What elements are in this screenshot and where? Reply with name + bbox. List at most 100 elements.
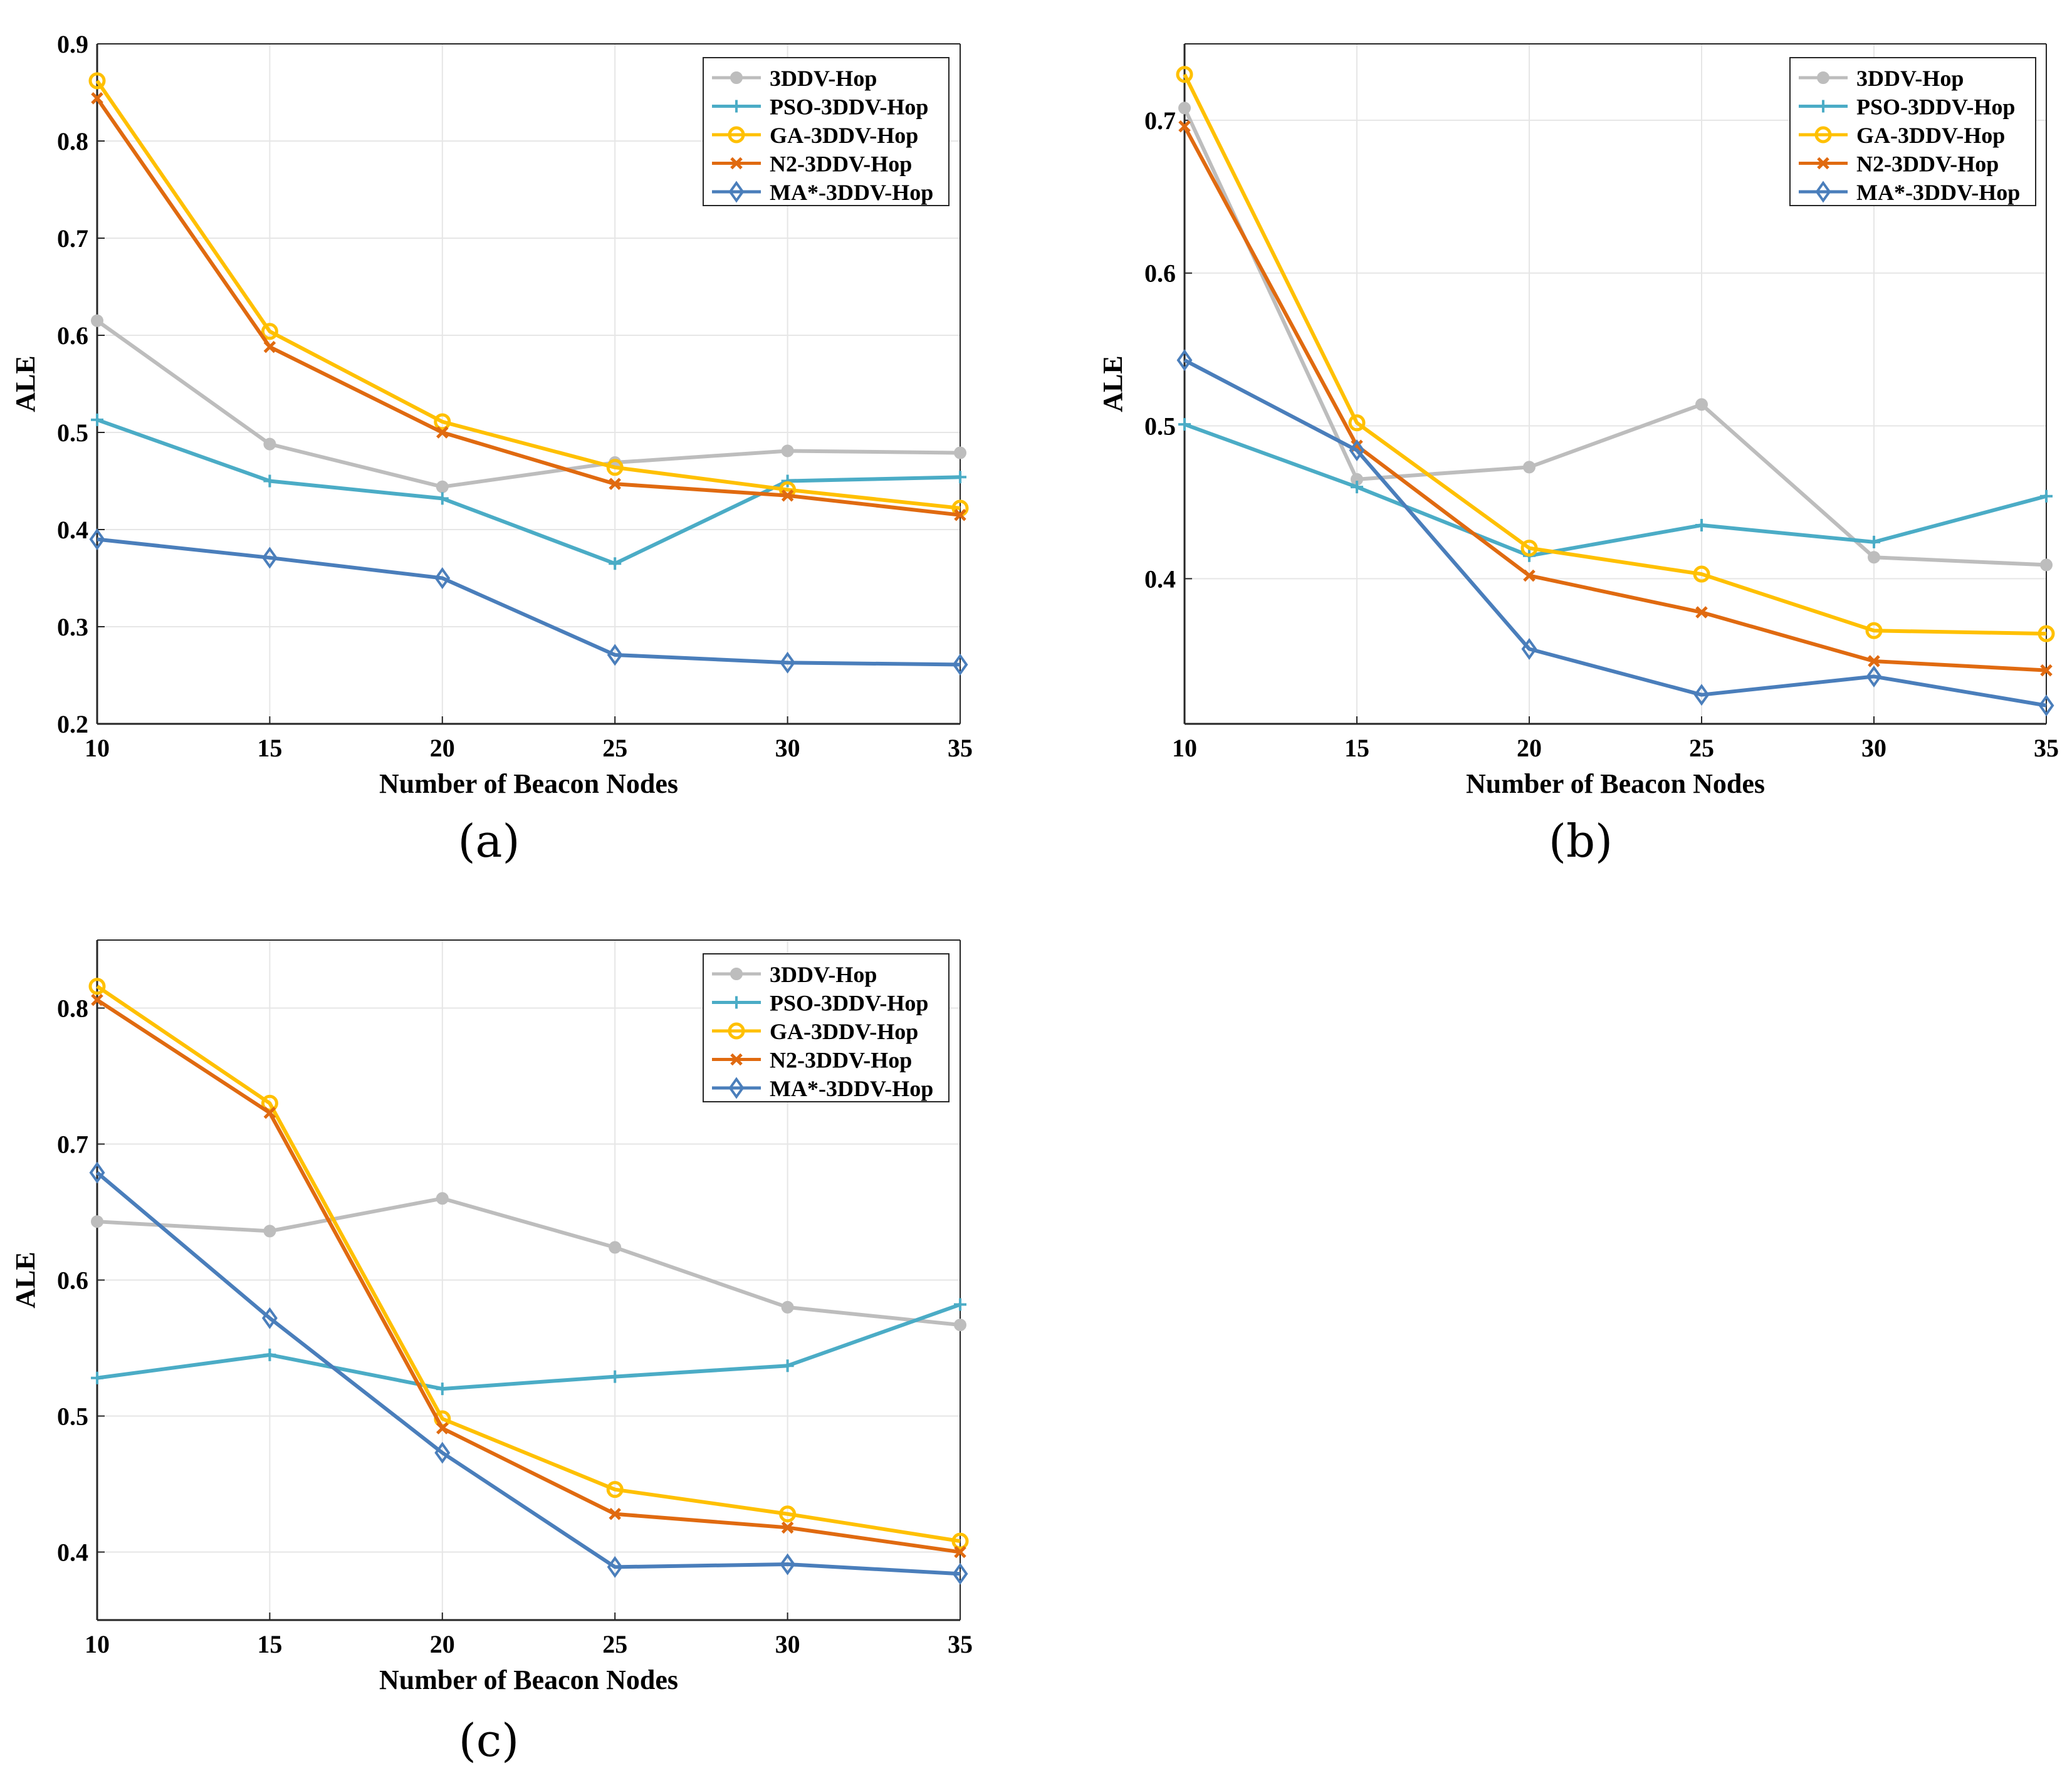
chart-c-y-tick-label: 0.4	[57, 1539, 88, 1567]
chart-c-point-n2-3ddv-hop	[954, 1545, 966, 1559]
chart-c-line-n2-3ddv-hop	[96, 998, 961, 1554]
chart-c-x-axis-label: Number of Beacon Nodes	[379, 1665, 678, 1695]
chart-c-legend-marker	[728, 1077, 745, 1099]
chart-c-point-mastar-3ddv-hop	[780, 1553, 796, 1576]
chart-c-point-3ddv-hop	[91, 1215, 103, 1228]
chart-b-legend-entry-3ddv-hop: 3DDV-Hop	[1799, 66, 1964, 91]
chart-c-legend-entry-ga-3ddv-hop: GA-3DDV-Hop	[712, 1019, 918, 1044]
chart-b-legend-label: GA-3DDV-Hop	[1856, 123, 2005, 148]
chart-c-series-mastar-3ddv-hop	[89, 1161, 968, 1585]
chart-c-legend-label: GA-3DDV-Hop	[770, 1019, 918, 1044]
chart-b-point-pso-3ddv-hop	[1868, 535, 1880, 548]
chart-b-point-pso-3ddv-hop	[2040, 489, 2053, 503]
chart-c: 10 15 20 25 30 35 0.4 0.5 0.6 0.7 0.8 Number of Bea…	[10, 939, 973, 1695]
chart-c-point-pso-3ddv-hop	[436, 1383, 449, 1396]
chart-b-point-3ddv-hop	[1178, 102, 1191, 115]
chart-c-legend-marker	[730, 1053, 743, 1066]
chart-c-y-tick-label: 0.8	[57, 995, 88, 1023]
chart-c-point-ga-3ddv-hop	[88, 978, 106, 995]
chart-a-legend-label: GA-3DDV-Hop	[770, 123, 918, 148]
chart-b-y-tick-label: 0.5	[1144, 412, 1176, 441]
chart-c-legend-entry-pso-3ddv-hop: PSO-3DDV-Hop	[712, 991, 928, 1016]
chart-b-point-3ddv-hop	[1868, 551, 1880, 564]
chart-c-point-n2-3ddv-hop	[436, 1422, 449, 1435]
chart-a: 10 15 20 25 30 35 0.2 0.3 0.4 0.5 0.6 0.7 0.8 0.9 Numb…	[10, 30, 973, 799]
chart-b-legend-marker	[1814, 126, 1832, 144]
chart-a-point-3ddv-hop	[781, 444, 794, 457]
chart-a-point-pso-3ddv-hop	[436, 492, 449, 505]
chart-c-point-pso-3ddv-hop	[609, 1370, 622, 1383]
chart-a-legend-label: MA*-3DDV-Hop	[770, 180, 933, 205]
chart-b-line-ga-3ddv-hop	[1183, 73, 2047, 636]
chart-c-point-mastar-3ddv-hop	[89, 1161, 105, 1184]
chart-a-point-mastar-3ddv-hop	[89, 528, 105, 550]
chart-a-y-axis-label: ALE	[10, 355, 41, 412]
chart-c-point-n2-3ddv-hop	[609, 1507, 621, 1520]
chart-b-legend-entry-mastar-3ddv-hop: MA*-3DDV-Hop	[1799, 180, 2020, 205]
chart-a-legend-marker	[730, 157, 743, 170]
chart-a-y-tick-label: 0.5	[57, 419, 88, 447]
chart-a-y-tick-label: 0.9	[57, 30, 88, 58]
chart-a-point-mastar-3ddv-hop	[952, 654, 968, 676]
chart-c-line-ga-3ddv-hop	[96, 985, 961, 1544]
chart-b-x-tick-label: 15	[1344, 734, 1369, 762]
chart-c-y-tick-label: 0.6	[57, 1267, 88, 1295]
chart-b-point-n2-3ddv-hop	[1695, 606, 1708, 619]
chart-b-legend-marker	[1815, 180, 1831, 203]
chart-b-point-ga-3ddv-hop	[1865, 622, 1883, 639]
chart-b-y-tick-label: 0.7	[1144, 107, 1176, 135]
chart-a-series-mastar-3ddv-hop	[89, 528, 968, 676]
chart-c-legend-entry-3ddv-hop: 3DDV-Hop	[712, 962, 877, 987]
chart-c-point-ga-3ddv-hop	[261, 1094, 278, 1112]
caption-b: (b)	[1548, 815, 1613, 867]
chart-c-x-tick-label: 20	[430, 1630, 455, 1658]
chart-a-legend-marker	[730, 71, 743, 84]
chart-c-x-tick-label: 30	[775, 1630, 800, 1658]
chart-a-series-pso-3ddv-hop	[91, 413, 966, 570]
chart-c-legend-label: MA*-3DDV-Hop	[770, 1076, 933, 1101]
chart-c-point-3ddv-hop	[263, 1225, 276, 1238]
chart-c-legend-marker	[730, 996, 743, 1009]
chart-b-series-mastar-3ddv-hop	[1176, 349, 2054, 717]
chart-a-point-mastar-3ddv-hop	[607, 644, 623, 666]
chart-b-legend-label: PSO-3DDV-Hop	[1856, 95, 2015, 120]
chart-c-point-3ddv-hop	[781, 1300, 794, 1314]
chart-b-point-ga-3ddv-hop	[1520, 540, 1538, 557]
chart-c-point-mastar-3ddv-hop	[607, 1555, 623, 1578]
chart-c-x-tick-label: 15	[257, 1630, 282, 1658]
chart-a-legend-entry-pso-3ddv-hop: PSO-3DDV-Hop	[712, 95, 928, 120]
chart-b-point-pso-3ddv-hop	[1178, 418, 1191, 431]
chart-a-y-tick-label: 0.4	[57, 516, 88, 544]
chart-c-point-ga-3ddv-hop	[951, 1532, 969, 1550]
chart-a-point-n2-3ddv-hop	[263, 340, 276, 353]
chart-a-point-pso-3ddv-hop	[609, 557, 622, 570]
chart-b-x-tick-label: 20	[1517, 734, 1542, 762]
chart-c-point-3ddv-hop	[609, 1241, 622, 1254]
chart-b-point-mastar-3ddv-hop	[1521, 638, 1537, 660]
chart-a-point-pso-3ddv-hop	[954, 471, 966, 484]
chart-b-legend-marker	[1817, 100, 1829, 113]
chart-b-line-3ddv-hop	[1183, 107, 2047, 567]
chart-a-point-n2-3ddv-hop	[954, 508, 966, 521]
chart-a-point-3ddv-hop	[436, 480, 449, 493]
chart-b-series-3ddv-hop	[1178, 102, 2053, 572]
chart-b-legend-label: MA*-3DDV-Hop	[1856, 180, 2020, 205]
chart-c-legend-label: 3DDV-Hop	[770, 962, 877, 987]
chart-a-point-n2-3ddv-hop	[91, 92, 103, 105]
chart-b-point-mastar-3ddv-hop	[1693, 684, 1710, 706]
chart-c-point-3ddv-hop	[436, 1192, 449, 1205]
chart-a-y-tick-label: 0.3	[57, 613, 88, 641]
chart-b-point-mastar-3ddv-hop	[1349, 439, 1365, 462]
chart-c-x-tick-label: 35	[948, 1630, 973, 1658]
chart-c-series-n2-3ddv-hop	[91, 993, 966, 1559]
chart-c-y-tick-label: 0.5	[57, 1403, 88, 1431]
chart-b-legend-entry-pso-3ddv-hop: PSO-3DDV-Hop	[1799, 95, 2015, 120]
chart-a-y-tick-label: 0.8	[57, 127, 88, 155]
chart-b-point-n2-3ddv-hop	[2040, 664, 2053, 677]
chart-a-legend-label: N2-3DDV-Hop	[770, 152, 912, 177]
chart-c-y-tick-label: 0.7	[57, 1131, 88, 1159]
chart-b-point-pso-3ddv-hop	[1351, 481, 1363, 494]
chart-c-legend-entry-n2-3ddv-hop: N2-3DDV-Hop	[712, 1048, 912, 1073]
chart-a-point-pso-3ddv-hop	[263, 474, 276, 488]
